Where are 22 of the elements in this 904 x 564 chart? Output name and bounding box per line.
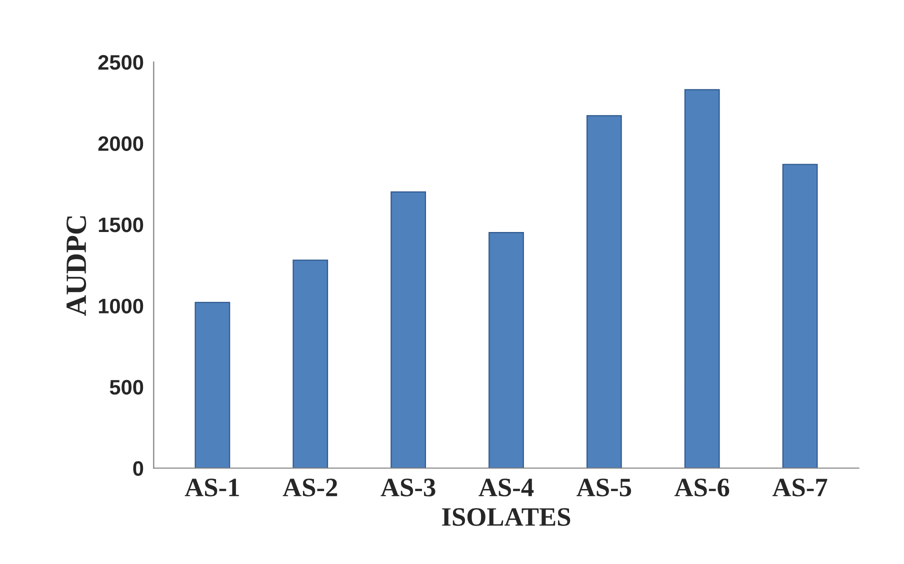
x-tick-label: AS-1 xyxy=(184,478,239,496)
y-tick-label: 2500 xyxy=(98,55,144,70)
bar xyxy=(292,260,328,468)
x-tick-label: AS-2 xyxy=(282,478,338,496)
x-tick-label: AS-3 xyxy=(380,478,436,496)
y-tick-label: 1000 xyxy=(98,298,144,314)
bar xyxy=(390,191,426,468)
bar xyxy=(684,89,720,468)
y-tick-label: 500 xyxy=(110,380,144,395)
x-tick-label: AS-4 xyxy=(478,478,534,496)
bar xyxy=(488,232,524,468)
y-tick-label: 0 xyxy=(133,461,144,476)
bar xyxy=(586,115,622,468)
x-tick-label: AS-5 xyxy=(576,478,632,496)
bar xyxy=(782,164,818,468)
y-tick-label: 2000 xyxy=(98,136,144,152)
x-axis-title: ISOLATES xyxy=(442,508,570,526)
bar xyxy=(194,302,230,468)
x-tick-label: AS-7 xyxy=(772,478,828,496)
y-tick-label: 1500 xyxy=(98,217,144,232)
x-tick-label: AS-6 xyxy=(674,478,730,496)
y-axis-title: AUDPC xyxy=(66,216,86,316)
